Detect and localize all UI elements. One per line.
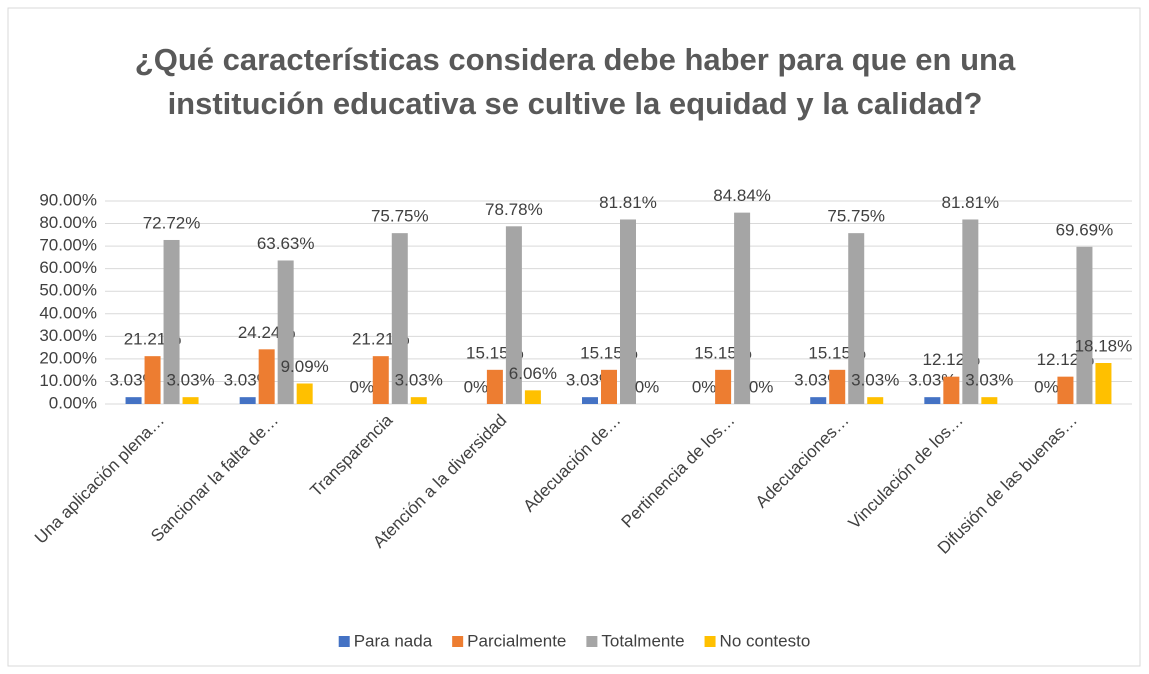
legend-label: Totalmente: [601, 631, 684, 650]
data-label: 63.63%: [257, 234, 315, 253]
data-label: 0%: [635, 377, 660, 396]
data-label: 0%: [1034, 377, 1059, 396]
bar: [601, 369, 617, 404]
y-tick-label: 30.00%: [39, 326, 97, 345]
bar: [848, 233, 865, 404]
y-tick-label: 50.00%: [39, 281, 97, 300]
bar: [486, 369, 503, 404]
legend-label: Para nada: [354, 631, 433, 650]
bar: [810, 397, 827, 404]
bar: [867, 397, 884, 404]
legend-swatch: [338, 636, 350, 647]
bar: [829, 369, 846, 404]
y-tick-label: 20.00%: [39, 348, 97, 367]
data-label: 3.03%: [965, 371, 1013, 390]
y-tick-label: 0.00%: [49, 393, 97, 412]
chart-title: ¿Qué características considera debe habe…: [134, 42, 1016, 121]
bar: [125, 397, 142, 404]
bar: [962, 219, 979, 404]
data-label: 9.09%: [281, 357, 329, 376]
data-label: 0%: [464, 377, 489, 396]
legend-swatch: [704, 636, 716, 647]
data-label: 3.03%: [851, 371, 899, 390]
data-label: 18.18%: [1075, 336, 1133, 355]
data-label: 78.78%: [485, 200, 543, 219]
bar: [182, 397, 199, 404]
y-tick-label: 60.00%: [39, 258, 97, 277]
bar: [1095, 362, 1112, 404]
y-tick-label: 40.00%: [39, 303, 97, 322]
data-label: 6.06%: [509, 364, 557, 383]
bar: [620, 219, 636, 404]
data-label: 0%: [692, 377, 717, 396]
bar: [239, 397, 256, 404]
data-label: 72.72%: [143, 213, 201, 232]
bar: [582, 397, 598, 404]
bar: [924, 397, 941, 404]
data-label: 75.75%: [827, 207, 885, 226]
bar: [943, 376, 960, 404]
bar: [505, 226, 522, 404]
bar: [372, 356, 389, 404]
data-label: 84.84%: [713, 186, 771, 205]
bar: [410, 397, 427, 404]
data-label: 81.81%: [941, 193, 999, 212]
bar: [1057, 376, 1074, 404]
bar: [144, 356, 161, 404]
legend: Para nada Parcialmente Totalmente No contes…: [338, 631, 811, 650]
chart-border: [7, 7, 1141, 667]
bar: [277, 260, 294, 404]
data-label: 69.69%: [1056, 220, 1114, 239]
bar: [296, 383, 313, 404]
y-tick-label: 90.00%: [39, 190, 97, 209]
bar: [734, 212, 751, 404]
data-label: 81.81%: [599, 193, 657, 212]
bar: [715, 369, 732, 404]
y-tick-label: 10.00%: [39, 371, 97, 390]
data-label: 3.03%: [166, 371, 214, 390]
legend-swatch: [452, 636, 464, 647]
bar: [524, 390, 541, 404]
legend-label: Parcialmente: [467, 631, 566, 650]
bar: [391, 233, 408, 404]
data-label: 75.75%: [371, 207, 429, 226]
bar: [1076, 246, 1093, 404]
y-tick-label: 80.00%: [39, 213, 97, 232]
data-label: 3.03%: [395, 371, 443, 390]
data-label: 0%: [349, 377, 374, 396]
bar: [258, 349, 275, 404]
bar: [981, 397, 998, 404]
bar: [163, 239, 180, 404]
legend-swatch: [586, 636, 598, 647]
legend-label: No contesto: [720, 631, 811, 650]
data-label: 0%: [749, 377, 774, 396]
y-tick-label: 70.00%: [39, 236, 97, 255]
